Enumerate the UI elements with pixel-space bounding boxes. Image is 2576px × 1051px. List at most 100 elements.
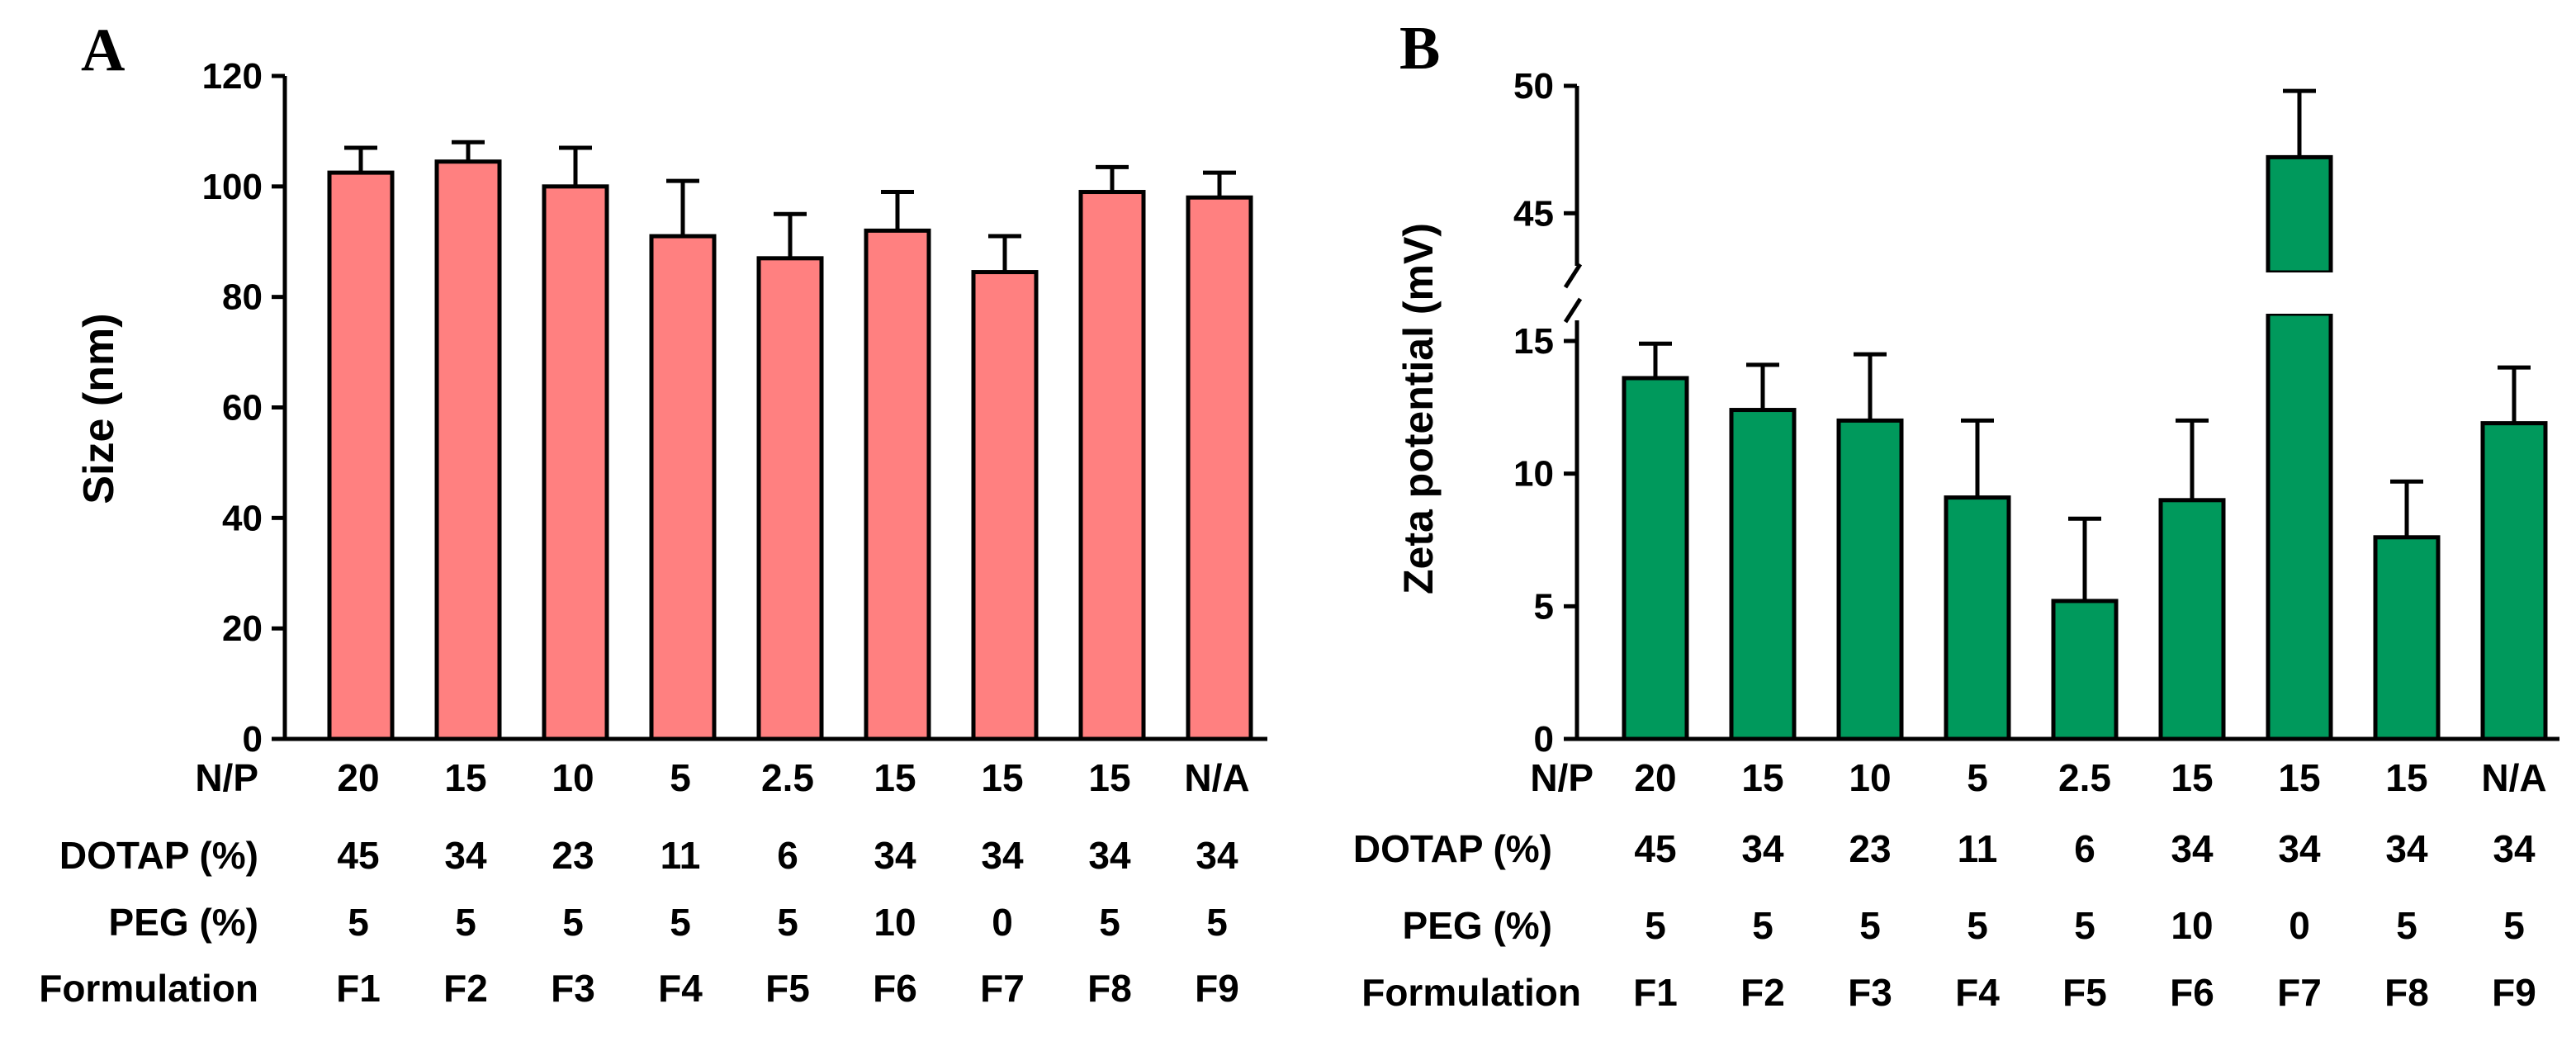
y-tick-label: 0 (243, 719, 263, 760)
y-tick-label: 15 (1513, 321, 1554, 362)
table-cell: 34 (2493, 827, 2536, 870)
bar-f5 (756, 256, 824, 741)
table-cell: F7 (2277, 971, 2322, 1014)
bar-lower-segment (2266, 311, 2333, 741)
table-cell: 15 (874, 756, 916, 799)
table-row-label: N/P (195, 756, 258, 799)
panel-letter: B (1399, 15, 1440, 83)
table-row-label: Formulation (1361, 971, 1581, 1014)
table-cell: F5 (765, 967, 810, 1010)
bar-f9 (1186, 195, 1253, 741)
bar-f1 (327, 170, 395, 741)
table-cell: 34 (874, 834, 916, 877)
table-cell: F3 (551, 967, 595, 1010)
table-cell: 5 (562, 901, 584, 944)
y-tick-label: 0 (1534, 719, 1554, 760)
y-tick-label: 80 (222, 277, 263, 318)
table-cell: 45 (1634, 827, 1676, 870)
table-cell: N/A (1184, 756, 1249, 799)
table-cell: 10 (1849, 756, 1891, 799)
table-row-label: DOTAP (%) (1353, 827, 1552, 870)
table-cell: F2 (443, 967, 488, 1010)
table-cell: 5 (1099, 901, 1120, 944)
table-cell: F5 (2062, 971, 2107, 1014)
panel-letter: A (81, 17, 125, 84)
table-cell: 5 (1967, 904, 1988, 947)
table-cell: 11 (1958, 827, 1998, 870)
table-cell: 5 (1206, 901, 1228, 944)
bar-f2 (434, 159, 502, 741)
table-cell: 5 (1859, 904, 1881, 947)
table-cell: F8 (2384, 971, 2429, 1014)
table-cell: 10 (874, 901, 916, 944)
table-cell: 20 (337, 756, 379, 799)
table-cell: 11 (661, 834, 701, 877)
bar-f4 (649, 234, 717, 741)
table-cell: 5 (455, 901, 476, 944)
table-row-label: PEG (%) (109, 901, 258, 944)
table-row-label: DOTAP (%) (59, 834, 258, 877)
table-cell: 5 (1752, 904, 1773, 947)
table-cell: 23 (1849, 827, 1891, 870)
table-cell: 6 (2074, 827, 2095, 870)
table-cell: 34 (444, 834, 487, 877)
table-cell: F9 (1195, 967, 1239, 1010)
table-cell: 15 (981, 756, 1023, 799)
bar-break-gap (2265, 272, 2334, 314)
panel-b: B Zeta potential (mV) 0 5 10 15 45 50 (1395, 15, 2559, 760)
bar-f2 (1729, 408, 1797, 741)
table-cell: 34 (2171, 827, 2214, 870)
table-cell: 15 (1741, 756, 1783, 799)
table-cell: 34 (2385, 827, 2428, 870)
table-cell: F4 (658, 967, 703, 1010)
table-cell: 34 (1196, 834, 1238, 877)
y-tick-label: 5 (1534, 586, 1554, 627)
table-cell: F3 (1848, 971, 1892, 1014)
table-row-label: Formulation (39, 967, 258, 1010)
table-cell: F4 (1955, 971, 2000, 1014)
bar-f6 (864, 228, 931, 741)
table-cell: 2.5 (761, 756, 814, 799)
table-cell: 15 (2385, 756, 2427, 799)
table-cell: 5 (2396, 904, 2417, 947)
bar-f8 (2373, 535, 2441, 741)
table-cell: 2.5 (2058, 756, 2111, 799)
table-cell: 5 (2074, 904, 2095, 947)
table-cell: 5 (1645, 904, 1666, 947)
table-cell: 5 (670, 901, 691, 944)
y-tick-label: 45 (1513, 193, 1554, 234)
y-tick-label: 20 (222, 608, 263, 649)
bar-f9 (2480, 421, 2548, 741)
table-cell: F1 (1633, 971, 1678, 1014)
table-cell: 15 (2278, 756, 2320, 799)
bar-f3 (1836, 418, 1904, 741)
bar-upper-segment (2266, 154, 2333, 275)
y-tick-label: 40 (222, 498, 263, 538)
table-cell: F9 (2492, 971, 2536, 1014)
table-cell: 20 (1634, 756, 1676, 799)
table-cell: F6 (2170, 971, 2214, 1014)
y-axis-label: Zeta potential (mV) (1395, 223, 1442, 594)
table-cell: F6 (873, 967, 917, 1010)
table-cell: 34 (981, 834, 1024, 877)
table-cell: N/A (2481, 756, 2546, 799)
bar-f5 (2051, 599, 2119, 741)
table-cell: 0 (992, 901, 1013, 944)
table-cell: 10 (2171, 904, 2213, 947)
table-cell: 15 (1088, 756, 1130, 799)
y-tick-label: 120 (202, 56, 263, 97)
y-tick-label: 10 (1513, 454, 1554, 495)
panel-a: A Size (nm) 0 20 40 60 80 100 120 (75, 17, 1267, 760)
bar-f6 (2158, 498, 2226, 741)
table-cell: F2 (1740, 971, 1785, 1014)
table-cell: 5 (777, 901, 798, 944)
table-cell: 0 (2289, 904, 2310, 947)
table-cell: 5 (670, 756, 691, 799)
table-cell: 15 (444, 756, 486, 799)
bar-f1 (1622, 376, 1689, 741)
panel-0-table: N/P DOTAP (%) PEG (%) Formulation 20 15 10 5 2.5… (39, 756, 1249, 1010)
table-cell: 34 (1088, 834, 1131, 877)
y-tick-label: 50 (1513, 66, 1554, 107)
table-cell: 34 (2278, 827, 2321, 870)
